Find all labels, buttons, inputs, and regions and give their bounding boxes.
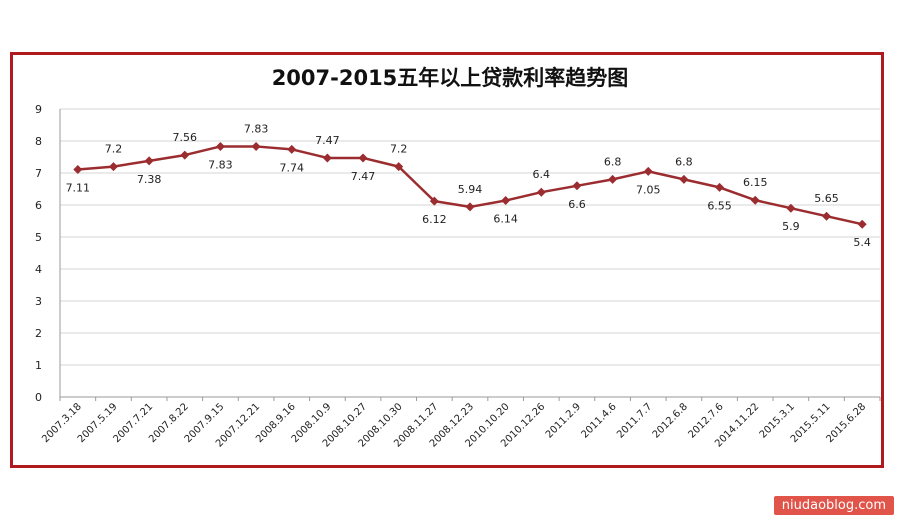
data-point (429, 196, 439, 206)
data-point (73, 164, 83, 174)
data-label: 5.4 (853, 236, 871, 249)
y-tick-label: 1 (35, 359, 42, 372)
data-point (251, 141, 261, 151)
data-point (715, 182, 725, 192)
data-label: 6.8 (675, 155, 693, 168)
data-label: 7.47 (315, 134, 340, 147)
data-label: 6.6 (568, 198, 586, 211)
data-point (501, 196, 511, 206)
data-point (144, 156, 154, 166)
data-label: 5.94 (458, 183, 483, 196)
data-label: 7.56 (173, 131, 198, 144)
data-point (465, 202, 475, 212)
data-label: 6.15 (743, 176, 768, 189)
x-tick-label: 2012.6.8 (651, 401, 690, 440)
data-label: 7.47 (351, 170, 376, 183)
watermark: niudaoblog.com (773, 496, 894, 515)
y-tick-label: 9 (35, 103, 42, 116)
data-point (750, 195, 760, 205)
data-label: 6.14 (493, 213, 518, 226)
y-tick-label: 3 (35, 295, 42, 308)
data-point (786, 203, 796, 213)
data-point (822, 211, 832, 221)
data-label: 7.2 (105, 143, 123, 156)
data-point (108, 162, 118, 172)
data-label: 7.05 (636, 183, 661, 196)
data-point (679, 174, 689, 184)
x-tick-label: 2011.2.9 (544, 401, 583, 440)
chart-title: 2007-2015五年以上贷款利率趋势图 (271, 66, 629, 90)
x-tick-label: 2011.4.6 (579, 401, 618, 440)
data-label: 7.83 (208, 158, 233, 171)
data-label: 7.11 (66, 181, 91, 194)
data-label: 7.83 (244, 122, 269, 135)
y-tick-label: 0 (35, 391, 42, 404)
data-label: 6.55 (707, 199, 732, 212)
y-tick-label: 5 (35, 231, 42, 244)
data-point (322, 153, 332, 163)
data-point (572, 181, 582, 191)
data-label: 7.74 (279, 161, 304, 174)
data-point (180, 150, 190, 160)
data-point (358, 153, 368, 163)
chart-frame (10, 52, 884, 468)
data-point (536, 187, 546, 197)
data-point (215, 141, 225, 151)
x-tick-label: 2011.7.7 (615, 401, 654, 440)
data-point (287, 144, 297, 154)
data-label: 5.65 (814, 192, 839, 205)
y-tick-label: 6 (35, 199, 42, 212)
data-label: 7.2 (390, 143, 408, 156)
data-label: 5.9 (782, 220, 800, 233)
data-point (857, 219, 867, 229)
data-label: 6.12 (422, 213, 447, 226)
data-label: 6.4 (533, 168, 551, 181)
data-point (643, 166, 653, 176)
data-point (394, 162, 404, 172)
y-tick-label: 8 (35, 135, 42, 148)
y-tick-label: 2 (35, 327, 42, 340)
data-label: 7.38 (137, 173, 162, 186)
data-label: 6.8 (604, 155, 622, 168)
y-tick-label: 7 (35, 167, 42, 180)
y-tick-label: 4 (35, 263, 42, 276)
data-point (608, 174, 618, 184)
